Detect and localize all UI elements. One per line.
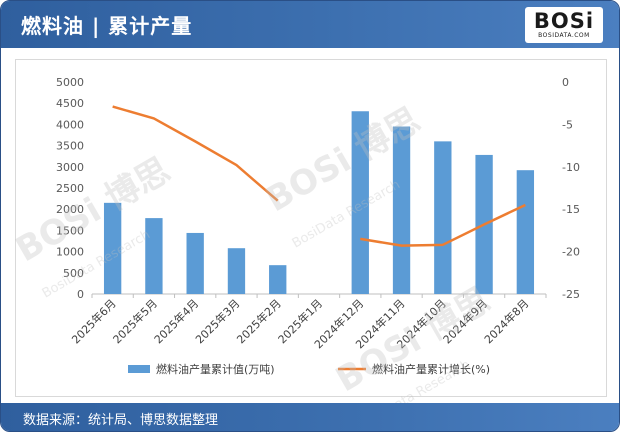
bar <box>269 265 287 294</box>
y-left-tick-label: 5000 <box>56 76 84 89</box>
y-right-tick-label: -20 <box>562 246 580 259</box>
y-right-tick-label: -5 <box>562 118 573 131</box>
bar <box>227 248 246 294</box>
y-right-tick-label: 0 <box>562 76 569 89</box>
page-title: 燃料油 | 累计产量 <box>21 14 193 38</box>
bar <box>516 170 535 294</box>
legend-swatch-bar <box>128 365 150 373</box>
y-left-tick-label: 4500 <box>56 97 84 110</box>
header-bar: 燃料油 | 累计产量 BOSi BOSIDATA.COM <box>1 1 619 48</box>
y-left-tick-label: 1500 <box>56 224 84 237</box>
legend-label-line: 燃料油产量累计增长(%) <box>372 362 490 376</box>
y-left-tick-label: 0 <box>77 288 84 301</box>
y-left-tick-label: 3500 <box>56 140 84 153</box>
y-right-tick-label: -10 <box>562 161 580 174</box>
logo-domain: BOSIDATA.COM <box>538 32 590 39</box>
y-right-tick-label: -25 <box>562 288 580 301</box>
legend-label-bar: 燃料油产量累计值(万吨) <box>156 362 275 376</box>
bar <box>145 218 163 294</box>
y-left-tick-label: 2500 <box>56 182 84 195</box>
y-left-tick-label: 3000 <box>56 161 84 174</box>
y-left-tick-label: 4000 <box>56 118 84 131</box>
footer-bar: 数据来源：统计局、博思数据整理 <box>1 403 619 431</box>
bar <box>186 232 204 294</box>
growth-line-segment <box>112 105 279 202</box>
y-left-tick-label: 500 <box>63 267 84 280</box>
logo-wordmark: BOSi <box>533 9 595 33</box>
bar <box>351 111 369 294</box>
plot-area: 0 500 1000 1500 2000 2500 3000 3500 4000 4500 5000… <box>9 59 607 431</box>
x-tick-label: 2024年8月 <box>481 296 531 346</box>
data-source: 数据来源：统计局、博思数据整理 <box>23 413 219 428</box>
bar <box>434 141 452 294</box>
bar <box>103 202 122 294</box>
brand-logo: BOSi BOSIDATA.COM <box>525 7 603 43</box>
growth-line-segment <box>360 203 526 247</box>
bar <box>392 126 411 295</box>
y-left-tick-label: 1000 <box>56 246 84 259</box>
combo-chart: 0 500 1000 1500 2000 2500 3000 3500 4000 4500 5000… <box>56 76 580 376</box>
y-left-tick-label: 2000 <box>56 203 84 216</box>
y-right-tick-label: -15 <box>562 203 580 216</box>
